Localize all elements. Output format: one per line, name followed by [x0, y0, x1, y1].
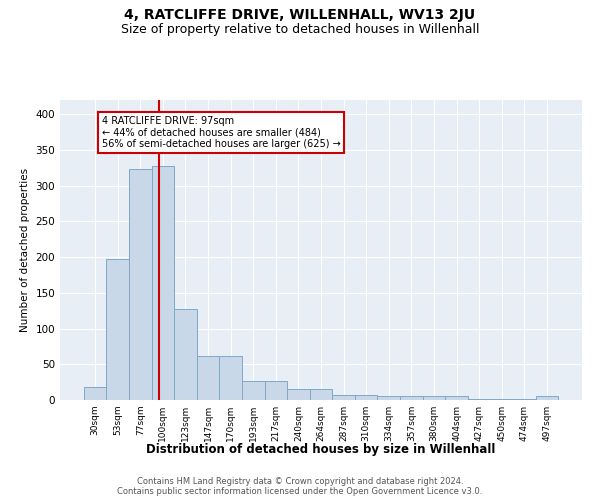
- Bar: [445, 396, 468, 400]
- Bar: [377, 396, 400, 400]
- Bar: [287, 390, 310, 400]
- Bar: [106, 258, 129, 400]
- Bar: [536, 396, 558, 400]
- Bar: [310, 390, 332, 400]
- Text: 4, RATCLIFFE DRIVE, WILLENHALL, WV13 2JU: 4, RATCLIFFE DRIVE, WILLENHALL, WV13 2JU: [124, 8, 476, 22]
- Bar: [197, 356, 220, 400]
- Text: Distribution of detached houses by size in Willenhall: Distribution of detached houses by size …: [146, 442, 496, 456]
- Bar: [242, 380, 265, 400]
- Y-axis label: Number of detached properties: Number of detached properties: [20, 168, 30, 332]
- Bar: [220, 356, 242, 400]
- Text: Contains HM Land Registry data © Crown copyright and database right 2024.: Contains HM Land Registry data © Crown c…: [137, 478, 463, 486]
- Bar: [84, 387, 106, 400]
- Text: Size of property relative to detached houses in Willenhall: Size of property relative to detached ho…: [121, 22, 479, 36]
- Bar: [355, 395, 377, 400]
- Bar: [174, 308, 197, 400]
- Bar: [129, 170, 152, 400]
- Bar: [400, 396, 422, 400]
- Bar: [422, 396, 445, 400]
- Text: 4 RATCLIFFE DRIVE: 97sqm
← 44% of detached houses are smaller (484)
56% of semi-: 4 RATCLIFFE DRIVE: 97sqm ← 44% of detach…: [102, 116, 341, 149]
- Bar: [152, 166, 174, 400]
- Bar: [332, 395, 355, 400]
- Bar: [265, 380, 287, 400]
- Text: Contains public sector information licensed under the Open Government Licence v3: Contains public sector information licen…: [118, 488, 482, 496]
